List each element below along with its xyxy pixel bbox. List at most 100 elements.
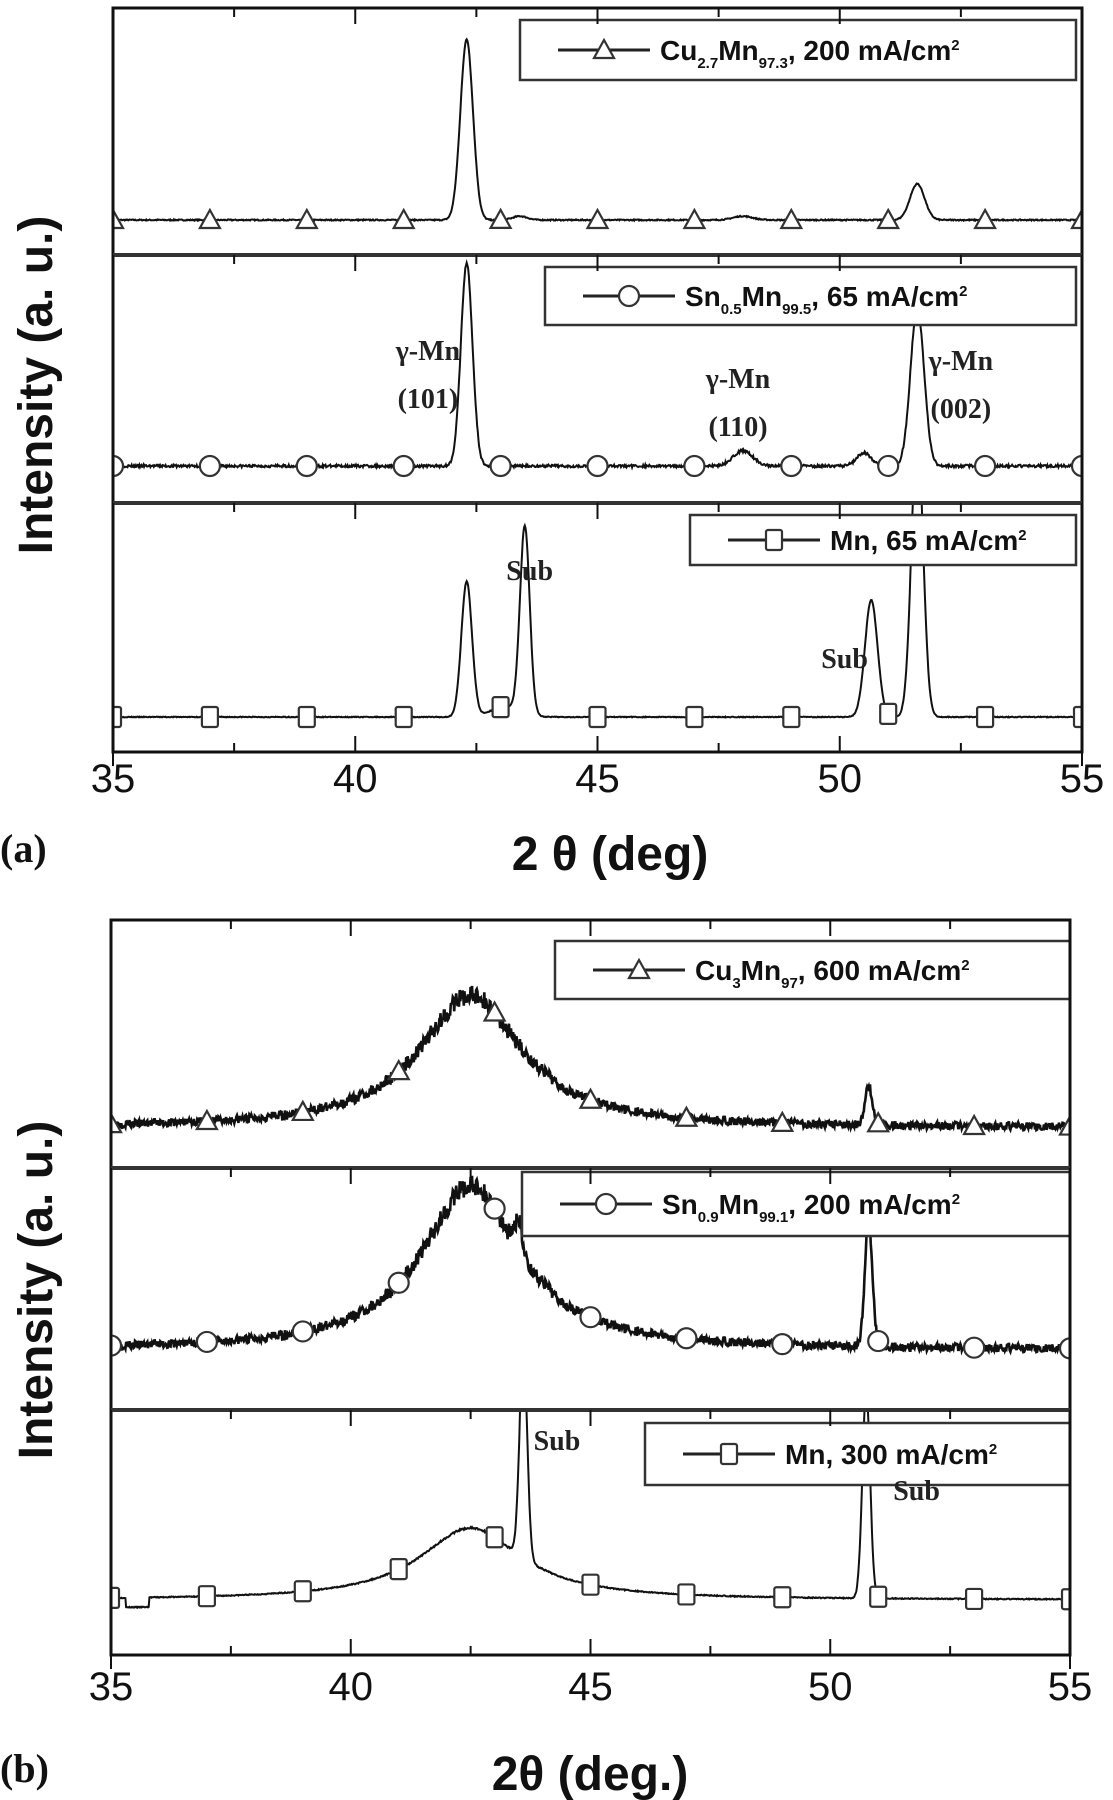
legend-box: Cu3Mn97, 600 mA/cm2 [553,939,1072,1001]
panel-a-y-axis-title: Intensity (a. u.) [10,216,63,555]
triangle-marker-icon [391,207,416,230]
circle-marker-icon [962,1336,986,1359]
square-marker-icon [677,1583,696,1606]
circle-marker-icon [771,1333,794,1356]
x-tick-label: 55 [1048,1665,1093,1709]
legend-label: Cu3Mn97, 600 mA/cm2 [695,955,970,992]
square-marker-icon [869,1585,888,1608]
panel-b-x-axis-title: 2θ (deg.) [492,1748,689,1800]
circle-marker-icon [295,454,318,478]
triangle-marker-icon [488,207,513,229]
square-marker-icon [389,1558,408,1581]
legend-square-icon [719,1442,739,1466]
peak-annotation: γ-Mn [928,346,994,377]
x-tick-label: 55 [1060,757,1105,801]
square-marker-icon [773,1586,792,1609]
legend-label: Cu2.7Mn97.3, 200 mA/cm2 [660,35,960,72]
panel-a-label: (a) [0,826,47,871]
legend-box: Mn, 300 mA/cm2 [643,1421,1072,1487]
x-tick-label: 50 [808,1665,853,1709]
circle-marker-icon [198,454,221,478]
peak-annotation: γ-Mn [705,364,771,395]
circle-marker-icon [483,1197,506,1220]
square-marker-icon [581,1573,600,1596]
triangle-marker-icon [866,1111,891,1133]
circle-marker-icon [579,1306,602,1329]
x-tick-label: 50 [818,757,863,801]
square-marker-icon [491,696,510,719]
x-tick-label: 45 [575,757,620,801]
triangle-marker-icon [779,207,804,230]
square-marker-icon [1072,705,1082,729]
legend-circle-icon [594,1192,618,1216]
circle-marker-icon [877,454,900,478]
triangle-marker-icon [973,207,997,230]
series-triangle-line [111,985,1070,1136]
square-marker-icon [297,705,316,729]
panel-b-label: (b) [0,1746,49,1791]
legend-box: Cu2.7Mn97.3, 200 mA/cm2 [518,18,1078,82]
square-marker-icon [964,1587,984,1611]
series-square-line [111,1410,1070,1611]
peak-annotation: (110) [708,412,767,443]
square-marker-icon [394,705,413,729]
circle-marker-icon [1070,454,1082,478]
triangle-marker-icon [482,1000,507,1022]
square-marker-icon [197,1585,216,1608]
x-tick-label: 35 [91,757,136,801]
circle-marker-icon [973,454,997,478]
x-tick-label: 40 [329,1665,374,1709]
legend-triangle-icon [627,957,651,980]
legend-box: Sn0.5Mn99.5, 65 mA/cm2 [543,265,1078,327]
peak-annotation: Sub [506,556,553,587]
circle-marker-icon [780,454,803,478]
circle-marker-icon [586,454,609,478]
circle-marker-icon [683,454,706,478]
legend-label: Mn, 300 mA/cm2 [785,1439,997,1470]
legend-square-icon [764,528,784,552]
triangle-marker-icon [674,1105,699,1127]
series-circle-line [111,1175,1070,1360]
square-marker-icon [293,1580,312,1603]
plot-frame [109,918,1072,1657]
legend-label: Sn0.9Mn99.1, 200 mA/cm2 [662,1189,960,1226]
panel-a-x-axis-title: 2 θ (deg) [512,828,709,881]
legend-box: Sn0.9Mn99.1, 200 mA/cm2 [520,1170,1072,1238]
x-tick-label: 45 [568,1665,613,1709]
square-marker-icon [879,702,898,725]
square-marker-icon [111,1586,121,1609]
legend-box: Mn, 65 mA/cm2 [688,513,1078,567]
circle-marker-icon [387,1271,410,1294]
x-tick-label: 40 [333,757,378,801]
circle-marker-icon [111,1334,123,1357]
circle-marker-icon [1058,1337,1070,1360]
triangle-marker-icon [585,207,610,230]
circle-marker-icon [195,1330,218,1354]
triangle-marker-icon [1070,207,1082,230]
square-marker-icon [782,705,801,729]
circle-marker-icon [867,1329,890,1353]
square-marker-icon [685,705,704,729]
square-marker-icon [588,705,607,729]
peak-annotation: Sub [893,1476,940,1507]
legend-label: Mn, 65 mA/cm2 [830,525,1027,556]
peak-annotation: (101) [398,384,459,415]
x-tick-label: 35 [89,1665,134,1709]
triangle-marker-icon [111,1111,123,1134]
triangle-marker-icon [876,207,901,230]
series-square-line [113,503,1082,729]
circle-marker-icon [291,1320,314,1343]
triangle-marker-icon [682,207,707,230]
triangle-marker-icon [294,207,319,230]
triangle-marker-icon [113,207,125,230]
circle-marker-icon [489,454,512,478]
triangle-marker-icon [578,1087,603,1109]
square-marker-icon [485,1526,504,1549]
peak-annotation: Sub [534,1426,581,1457]
circle-marker-icon [675,1327,698,1350]
panel-a: Cu2.7Mn97.3, 200 mA/cm2 Sn0.5Mn99.5, 65 m… [91,6,1105,801]
legend-triangle-icon [592,37,616,60]
triangle-marker-icon [770,1110,795,1133]
peak-annotation: γ-Mn [395,336,461,367]
